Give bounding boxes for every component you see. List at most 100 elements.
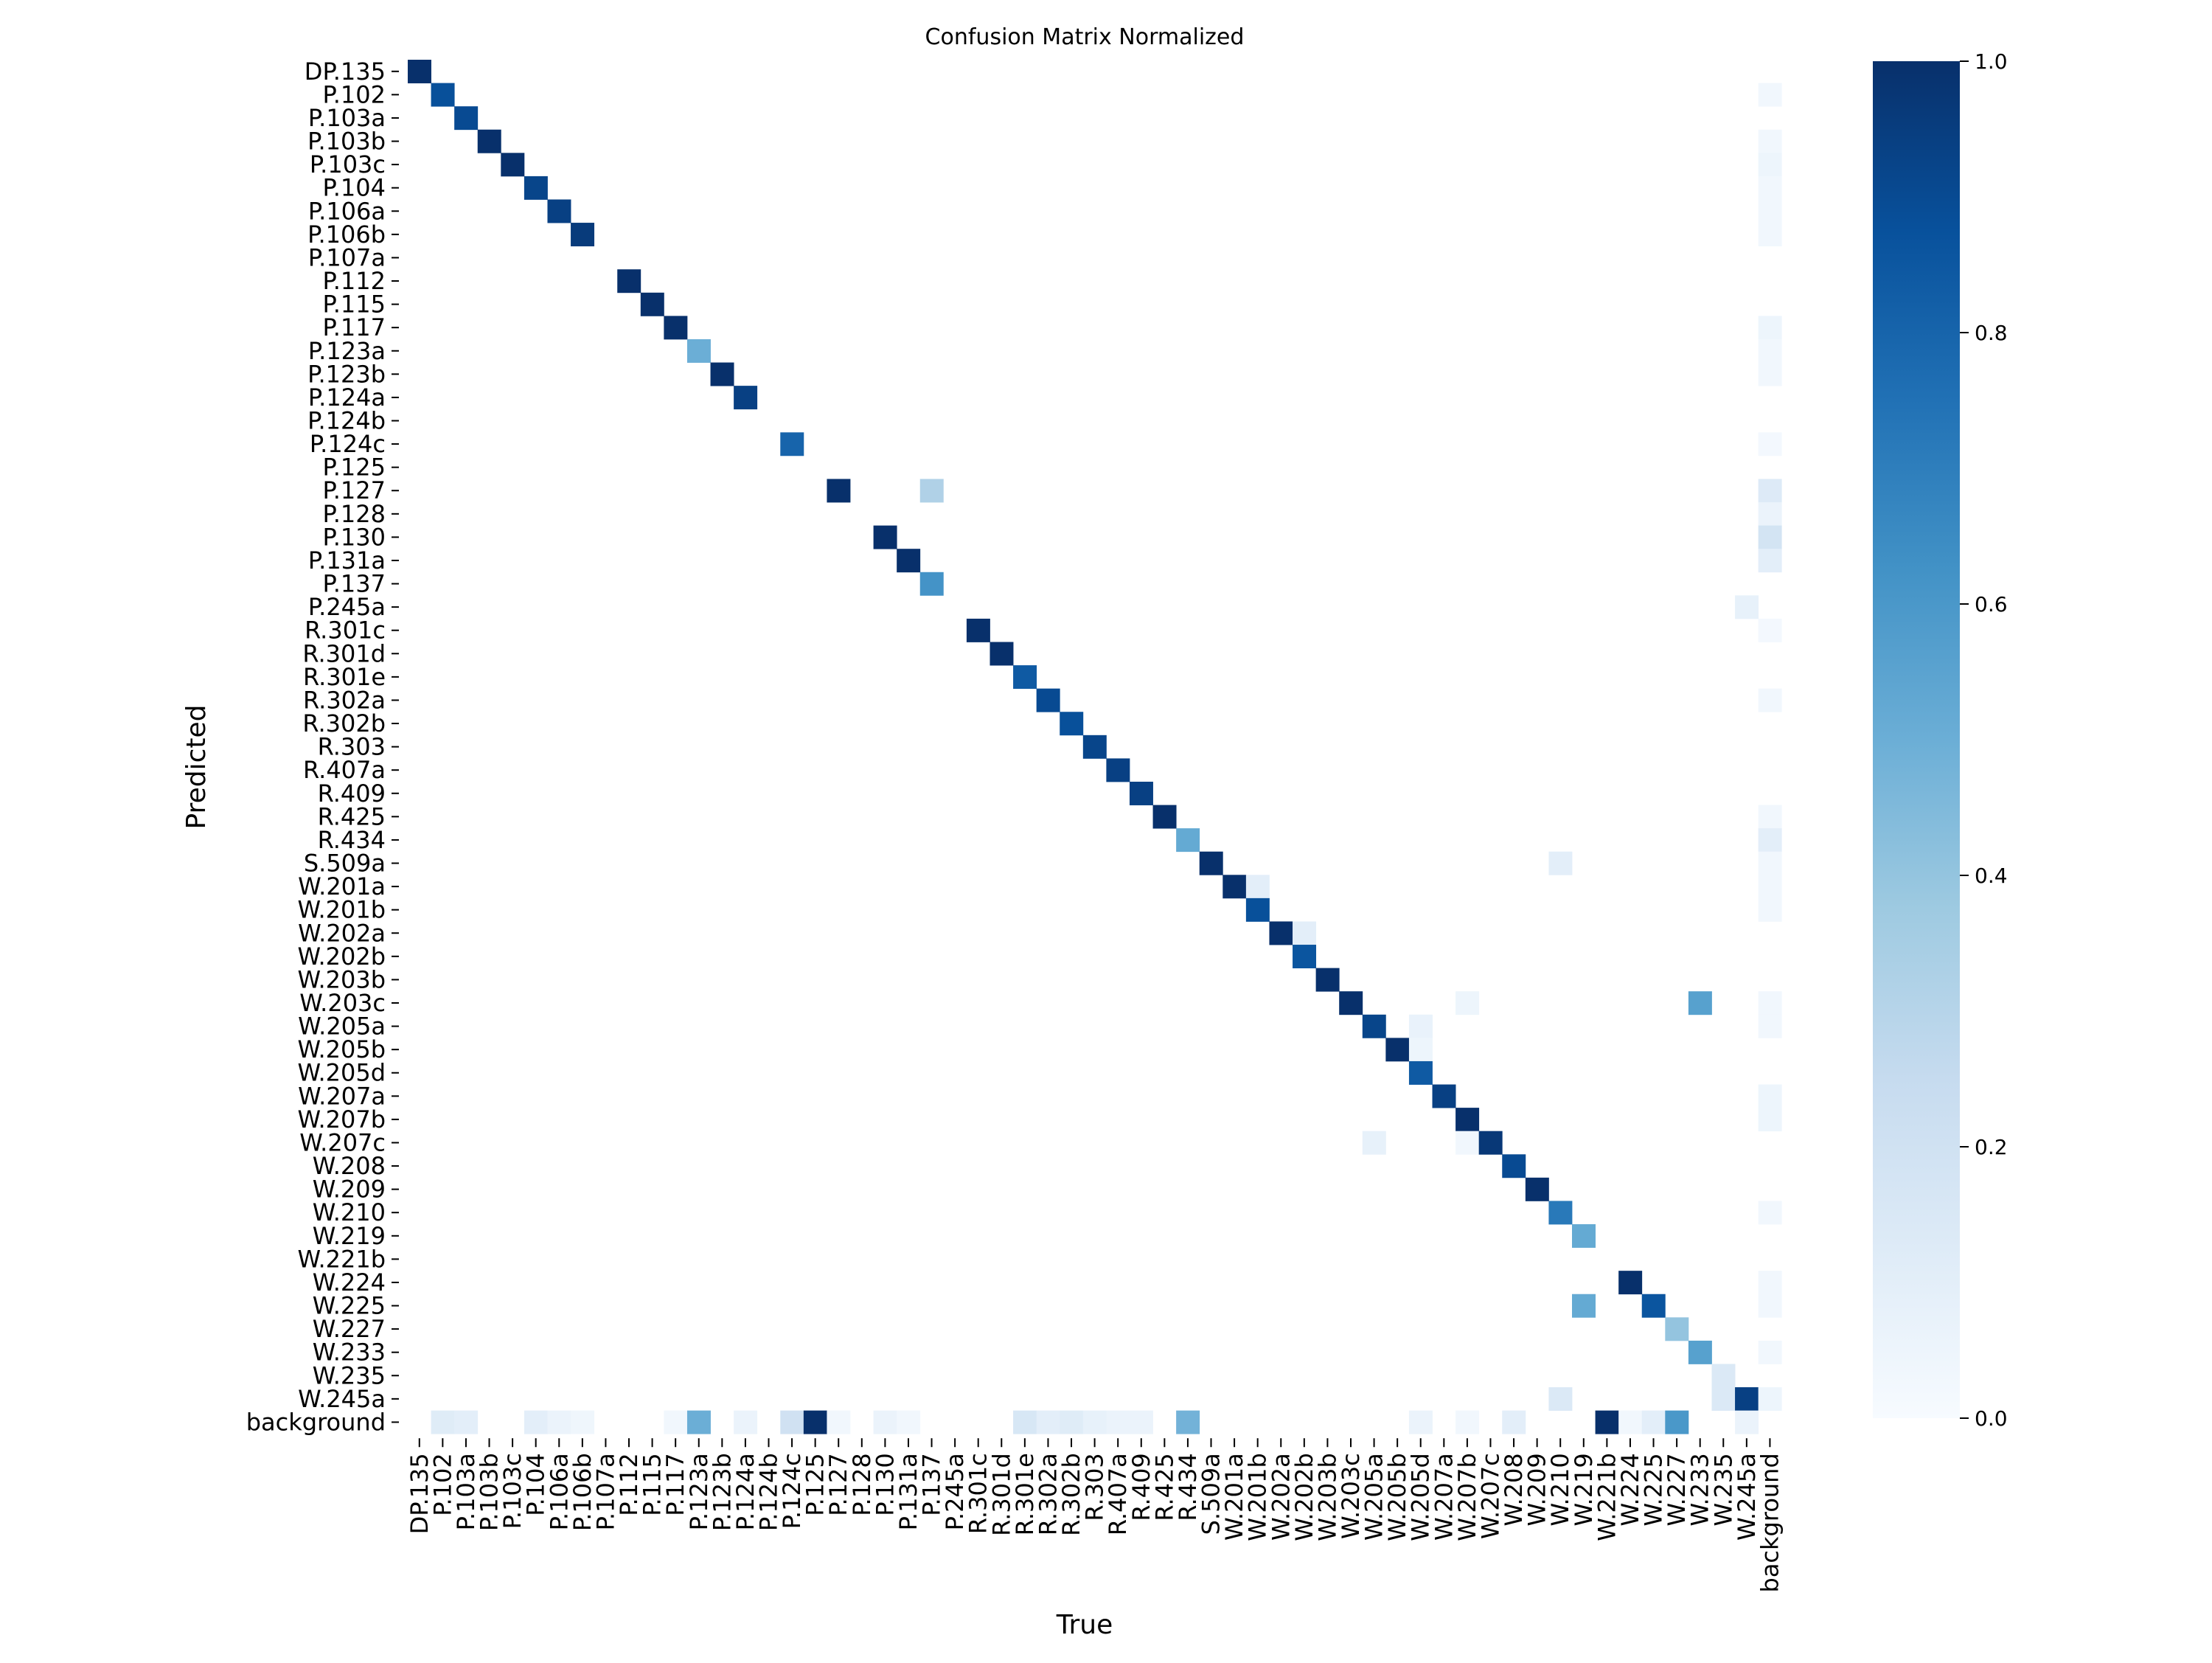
x-tick-label: W.203b bbox=[1313, 1453, 1341, 1541]
y-tick-label: P.127 bbox=[322, 476, 386, 504]
colorbar-tick-label: 0.4 bbox=[1975, 864, 2008, 888]
x-tick-label: W.233 bbox=[1686, 1453, 1714, 1526]
x-tick-label: P.112 bbox=[615, 1453, 643, 1516]
heatmap-cell bbox=[1758, 1340, 1782, 1364]
colorbar-tick-label: 0.0 bbox=[1975, 1406, 2008, 1431]
heatmap-cell bbox=[431, 83, 455, 107]
y-tick-label: W.227 bbox=[313, 1315, 386, 1343]
heatmap-cell bbox=[1525, 1177, 1549, 1201]
y-tick-label: W.203c bbox=[299, 989, 386, 1017]
x-tick-label: W.205d bbox=[1407, 1453, 1435, 1541]
heatmap-cell bbox=[1688, 1340, 1712, 1364]
x-tick-label: P.124c bbox=[778, 1453, 806, 1529]
y-tick-label: W.245a bbox=[298, 1385, 386, 1413]
heatmap-cell bbox=[1758, 199, 1782, 223]
x-tick-label: P.137 bbox=[918, 1453, 946, 1516]
heatmap-cell bbox=[1641, 1410, 1666, 1434]
y-tick-label: P.115 bbox=[322, 291, 386, 319]
y-tick-label: P.107a bbox=[308, 243, 386, 271]
heatmap-cell bbox=[1758, 338, 1782, 363]
heatmap-cell bbox=[1758, 83, 1782, 107]
y-tick-label: W.235 bbox=[313, 1361, 386, 1389]
colorbar-tick-label: 0.8 bbox=[1975, 321, 2008, 345]
x-tick-label: W.224 bbox=[1616, 1453, 1644, 1526]
y-tick-label: W.205d bbox=[297, 1059, 386, 1087]
heatmap-cell bbox=[1293, 921, 1317, 945]
y-tick-label: R.409 bbox=[318, 780, 386, 808]
y-tick-label: S.509a bbox=[304, 850, 386, 878]
heatmap-cell bbox=[1758, 153, 1782, 177]
x-tick-label: R.302a bbox=[1034, 1453, 1062, 1535]
heatmap-cell bbox=[1478, 1131, 1503, 1155]
y-tick-label: P.245a bbox=[308, 593, 386, 621]
y-tick-label: P.123b bbox=[307, 360, 386, 388]
heatmap-cell bbox=[1641, 1294, 1666, 1318]
y-tick-label: DP.135 bbox=[305, 58, 386, 86]
heatmap-cell bbox=[547, 199, 571, 223]
heatmap-cell bbox=[1502, 1154, 1526, 1178]
heatmap-cell bbox=[1432, 1084, 1456, 1108]
x-tick-label: P.123b bbox=[708, 1453, 736, 1531]
heatmap-cell bbox=[1758, 1201, 1782, 1225]
heatmap-cell bbox=[1572, 1294, 1596, 1318]
heatmap-cell bbox=[1060, 1410, 1084, 1434]
x-tick-label: W.203c bbox=[1337, 1453, 1365, 1539]
x-tick-label: P.131a bbox=[894, 1453, 922, 1530]
heatmap-cell bbox=[1385, 1038, 1410, 1062]
heatmap-cell bbox=[571, 1410, 595, 1434]
heatmap-cell bbox=[1176, 1410, 1200, 1434]
y-tick-label: W.202b bbox=[297, 942, 386, 971]
x-tick-label: P.106a bbox=[545, 1453, 573, 1530]
heatmap-cell bbox=[686, 1410, 711, 1434]
x-tick-label: P.130 bbox=[871, 1453, 899, 1516]
y-tick-label: P.137 bbox=[322, 570, 386, 598]
heatmap-cell bbox=[477, 129, 501, 153]
heatmap-cell bbox=[1758, 851, 1782, 875]
y-tick-label: R.425 bbox=[318, 802, 386, 830]
heatmap-cell bbox=[1339, 991, 1363, 1015]
y-tick-label: W.224 bbox=[313, 1268, 386, 1296]
heatmap-cell bbox=[454, 1410, 479, 1434]
heatmap-cell bbox=[1758, 618, 1782, 642]
heatmap-cell bbox=[1735, 595, 1759, 619]
heatmap-cell bbox=[1176, 828, 1200, 853]
heatmap-cell bbox=[1245, 898, 1270, 922]
heatmap-cell bbox=[454, 106, 479, 131]
x-tick-label: W.235 bbox=[1709, 1453, 1737, 1526]
heatmap-cell bbox=[1152, 805, 1177, 829]
heatmap-cell bbox=[524, 1410, 548, 1434]
x-tick-label: W.245a bbox=[1733, 1453, 1761, 1541]
x-tick-label: P.124b bbox=[754, 1453, 782, 1531]
y-tick-label: R.301e bbox=[303, 663, 386, 691]
heatmap-cell bbox=[780, 1410, 804, 1434]
colorbar-tick-label: 0.2 bbox=[1975, 1135, 2008, 1159]
x-tick-label: W.205b bbox=[1383, 1453, 1411, 1541]
y-tick-label: W.205a bbox=[298, 1013, 386, 1041]
heatmap-cell bbox=[1129, 1410, 1153, 1434]
heatmap-cell bbox=[1082, 1410, 1107, 1434]
heatmap-cell bbox=[1106, 758, 1130, 782]
heatmap-cell bbox=[1060, 712, 1084, 736]
heatmap-cell bbox=[1222, 875, 1247, 899]
heatmap-cell bbox=[1199, 851, 1223, 875]
y-tick-label: P.124b bbox=[307, 406, 386, 434]
y-tick-label: P.104 bbox=[322, 174, 386, 202]
heatmap-cell bbox=[1129, 781, 1153, 805]
heatmap-cell bbox=[1572, 1224, 1596, 1248]
x-tick-label: W.221b bbox=[1593, 1453, 1621, 1541]
heatmap-cell bbox=[1758, 362, 1782, 386]
heatmap-cell bbox=[1362, 1131, 1386, 1155]
y-tick-label: P.124a bbox=[308, 383, 386, 412]
heatmap-cell bbox=[640, 292, 664, 316]
x-tick-label: P.107a bbox=[591, 1453, 619, 1530]
x-tick-label: R.301e bbox=[1011, 1453, 1039, 1535]
x-tick-label: W.207b bbox=[1453, 1453, 1481, 1541]
heatmap-cell bbox=[1758, 432, 1782, 456]
y-tick-label: background bbox=[246, 1408, 386, 1436]
heatmap-cell bbox=[1013, 665, 1037, 690]
x-tick-labels: DP.135P.102P.103aP.103bP.103cP.104P.106a… bbox=[406, 1438, 1784, 1592]
heatmap-cell bbox=[1758, 1294, 1782, 1318]
x-tick-label: W.205a bbox=[1360, 1453, 1388, 1541]
y-tick-label: P.123a bbox=[308, 337, 386, 365]
